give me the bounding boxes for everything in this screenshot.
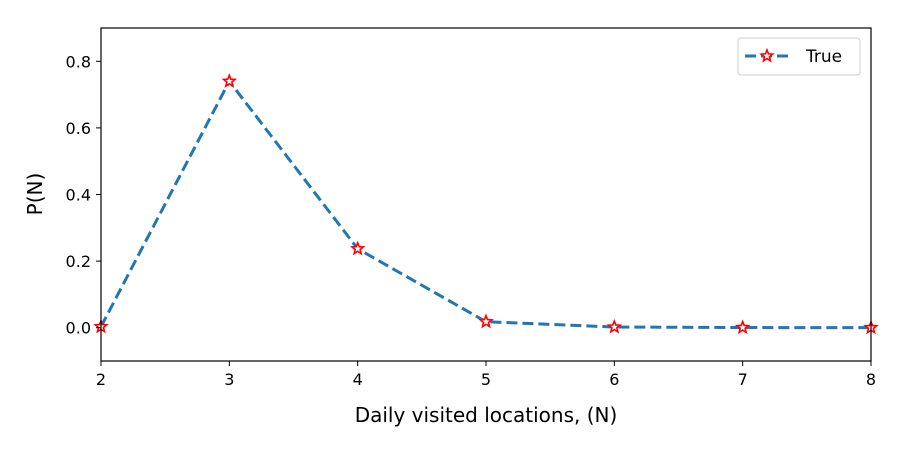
x-tick-label: 3 (224, 370, 234, 389)
x-tick-label: 2 (96, 370, 106, 389)
data-point-star-marker (349, 240, 366, 256)
x-tick-label: 6 (609, 370, 619, 389)
y-tick-label: 0.0 (66, 319, 91, 338)
x-tick-label: 4 (353, 370, 363, 389)
x-axis: 2 3 4 5 6 7 8 (96, 361, 876, 389)
plot-area (93, 73, 879, 335)
legend: True (737, 37, 861, 76)
series-layer (93, 73, 879, 335)
y-tick-label: 0.6 (66, 119, 91, 138)
data-point-star-marker (221, 73, 238, 88)
legend-box (737, 37, 861, 76)
x-tick-label: 8 (866, 370, 876, 389)
data-point-star-marker (606, 318, 623, 334)
x-axis-label: Daily visited locations, (N) (355, 403, 618, 427)
y-tick-label: 0.2 (66, 252, 91, 271)
legend-label-true: True (805, 47, 842, 67)
x-tick-label: 7 (738, 370, 748, 389)
y-axis-label: P(N) (23, 173, 47, 216)
y-axis: 0.0 0.2 0.4 0.6 0.8 (66, 52, 101, 338)
data-point-star-marker (478, 313, 494, 329)
data-point-star-marker (734, 319, 751, 335)
y-tick-label: 0.4 (66, 186, 91, 205)
legend-star-marker (759, 47, 775, 63)
y-tick-label: 0.8 (66, 52, 91, 71)
x-tick-label: 5 (481, 370, 491, 389)
